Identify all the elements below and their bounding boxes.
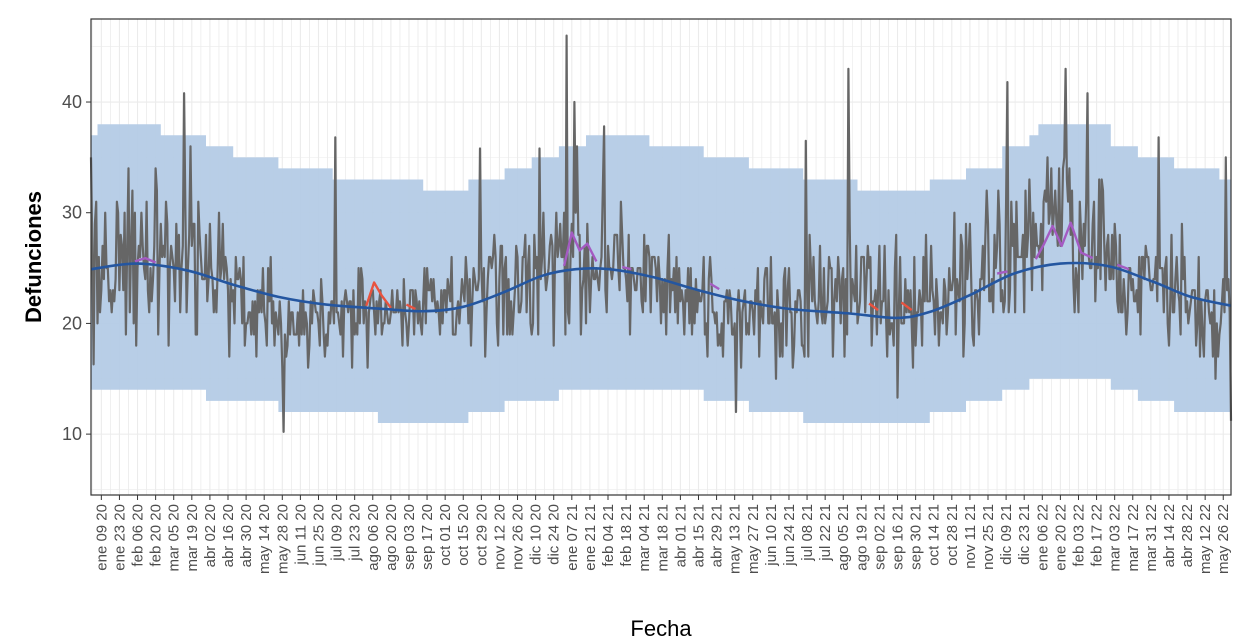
x-tick-label: oct 01 20 bbox=[437, 504, 454, 566]
x-tick-label: sep 17 20 bbox=[419, 504, 436, 570]
x-tick-label: nov 11 21 bbox=[962, 504, 979, 569]
x-axis-title: Fecha bbox=[630, 616, 692, 641]
x-tick-label: jun 24 21 bbox=[781, 504, 798, 567]
x-tick-label: oct 29 20 bbox=[473, 504, 490, 566]
y-axis: 10 20 30 40 bbox=[62, 92, 91, 444]
x-tick-label: mar 04 21 bbox=[636, 504, 653, 572]
y-tick-label: 30 bbox=[62, 203, 82, 223]
excess-segments-layer bbox=[134, 221, 1130, 312]
x-tick-label: jul 08 21 bbox=[799, 504, 816, 562]
x-tick-label: ene 07 21 bbox=[564, 504, 581, 571]
x-tick-label: jun 11 20 bbox=[292, 504, 309, 566]
x-tick-label: sep 16 21 bbox=[890, 504, 907, 570]
x-tick-label: nov 12 20 bbox=[491, 504, 508, 570]
x-tick-label: mar 05 20 bbox=[166, 504, 183, 572]
x-tick-label: ago 05 21 bbox=[835, 504, 852, 571]
x-tick-label: mar 31 22 bbox=[1143, 504, 1160, 572]
x-tick-label: ago 20 20 bbox=[383, 504, 400, 571]
x-tick-label: abr 02 20 bbox=[202, 504, 219, 567]
x-tick-label: jul 22 21 bbox=[817, 504, 834, 562]
x-tick-label: ene 09 20 bbox=[93, 504, 110, 571]
excess-high-segment bbox=[1034, 221, 1094, 260]
x-tick-label: may 27 21 bbox=[745, 504, 762, 574]
x-tick-label: may 13 21 bbox=[727, 504, 744, 574]
x-tick-label: mar 18 21 bbox=[654, 504, 671, 572]
excess-alarm-segment bbox=[900, 301, 913, 312]
x-tick-label: abr 14 22 bbox=[1161, 504, 1178, 567]
x-tick-label: abr 16 20 bbox=[220, 504, 237, 567]
x-tick-label: nov 26 20 bbox=[510, 504, 527, 570]
x-tick-label: dic 10 20 bbox=[528, 504, 545, 565]
excess-high-segment bbox=[621, 265, 632, 271]
x-tick-label: feb 03 22 bbox=[1071, 504, 1088, 567]
x-tick-label: jul 23 20 bbox=[347, 504, 364, 562]
x-tick-label: feb 20 20 bbox=[148, 504, 165, 567]
x-tick-label: sep 02 21 bbox=[871, 504, 888, 570]
x-tick-label: jun 25 20 bbox=[311, 504, 328, 567]
excess-high-segment bbox=[562, 231, 598, 267]
x-tick-label: may 28 20 bbox=[274, 504, 291, 574]
excess-high-segment bbox=[1116, 263, 1130, 271]
y-axis-title: Defunciones bbox=[21, 191, 46, 323]
x-tick-label: may 26 22 bbox=[1215, 504, 1232, 574]
x-tick-label: ago 19 21 bbox=[853, 504, 870, 571]
x-tick-label: mar 03 22 bbox=[1107, 504, 1124, 572]
x-tick-label: feb 18 21 bbox=[618, 504, 635, 567]
x-tick-label: jun 10 21 bbox=[763, 504, 780, 567]
x-tick-label: ene 21 21 bbox=[582, 504, 599, 571]
excess-high-segment bbox=[709, 282, 720, 291]
excess-alarm-segment bbox=[868, 302, 879, 312]
x-tick-label: abr 15 21 bbox=[691, 504, 708, 567]
x-tick-label: nov 25 21 bbox=[980, 504, 997, 570]
x-tick-label: oct 15 20 bbox=[455, 504, 472, 566]
x-tick-label: oct 14 21 bbox=[926, 504, 943, 566]
excess-high-segment bbox=[134, 256, 157, 264]
y-tick-label: 10 bbox=[62, 424, 82, 444]
y-tick-label: 40 bbox=[62, 92, 82, 112]
x-tick-label: ago 06 20 bbox=[365, 504, 382, 571]
x-tick-label: abr 28 22 bbox=[1179, 504, 1196, 567]
threshold-band bbox=[91, 124, 1231, 423]
x-tick-label: mar 19 20 bbox=[184, 504, 201, 572]
x-tick-label: feb 04 21 bbox=[600, 504, 617, 567]
panel-border bbox=[90, 18, 1232, 496]
x-tick-label: dic 23 21 bbox=[1016, 504, 1033, 565]
x-tick-label: dic 09 21 bbox=[998, 504, 1015, 565]
excess-alarm-segment bbox=[365, 281, 392, 309]
observed-series-layer bbox=[89, 34, 1233, 433]
observed-series-line bbox=[89, 34, 1233, 433]
x-tick-label: oct 28 21 bbox=[944, 504, 961, 566]
y-tick-label: 20 bbox=[62, 313, 82, 333]
expected-series-line bbox=[90, 261, 1232, 320]
excess-high-segment bbox=[996, 270, 1008, 275]
x-tick-label: ene 06 22 bbox=[1034, 504, 1051, 571]
x-tick-label: ene 20 22 bbox=[1052, 504, 1069, 571]
x-tick-label: ene 23 20 bbox=[111, 504, 128, 571]
x-tick-label: may 14 20 bbox=[256, 504, 273, 574]
x-tick-label: feb 06 20 bbox=[130, 504, 147, 567]
x-tick-label: dic 24 20 bbox=[546, 504, 563, 565]
x-tick-label: feb 17 22 bbox=[1089, 504, 1106, 567]
x-tick-label: mar 17 22 bbox=[1125, 504, 1142, 572]
x-tick-label: abr 01 21 bbox=[672, 504, 689, 567]
x-tick-label: sep 03 20 bbox=[401, 504, 418, 570]
x-tick-label: sep 30 21 bbox=[908, 504, 925, 570]
x-tick-label: abr 29 21 bbox=[709, 504, 726, 567]
expected-series-layer bbox=[90, 261, 1232, 320]
excess-alarm-segment bbox=[405, 303, 416, 311]
x-axis: ene 09 20 ene 23 20 feb 06 20 feb 20 20 mar … bbox=[93, 495, 1232, 574]
threshold-band-layer bbox=[91, 124, 1231, 423]
x-tick-label: abr 30 20 bbox=[238, 504, 255, 567]
x-tick-label: may 12 22 bbox=[1197, 504, 1214, 574]
x-tick-label: jul 09 20 bbox=[329, 504, 346, 562]
